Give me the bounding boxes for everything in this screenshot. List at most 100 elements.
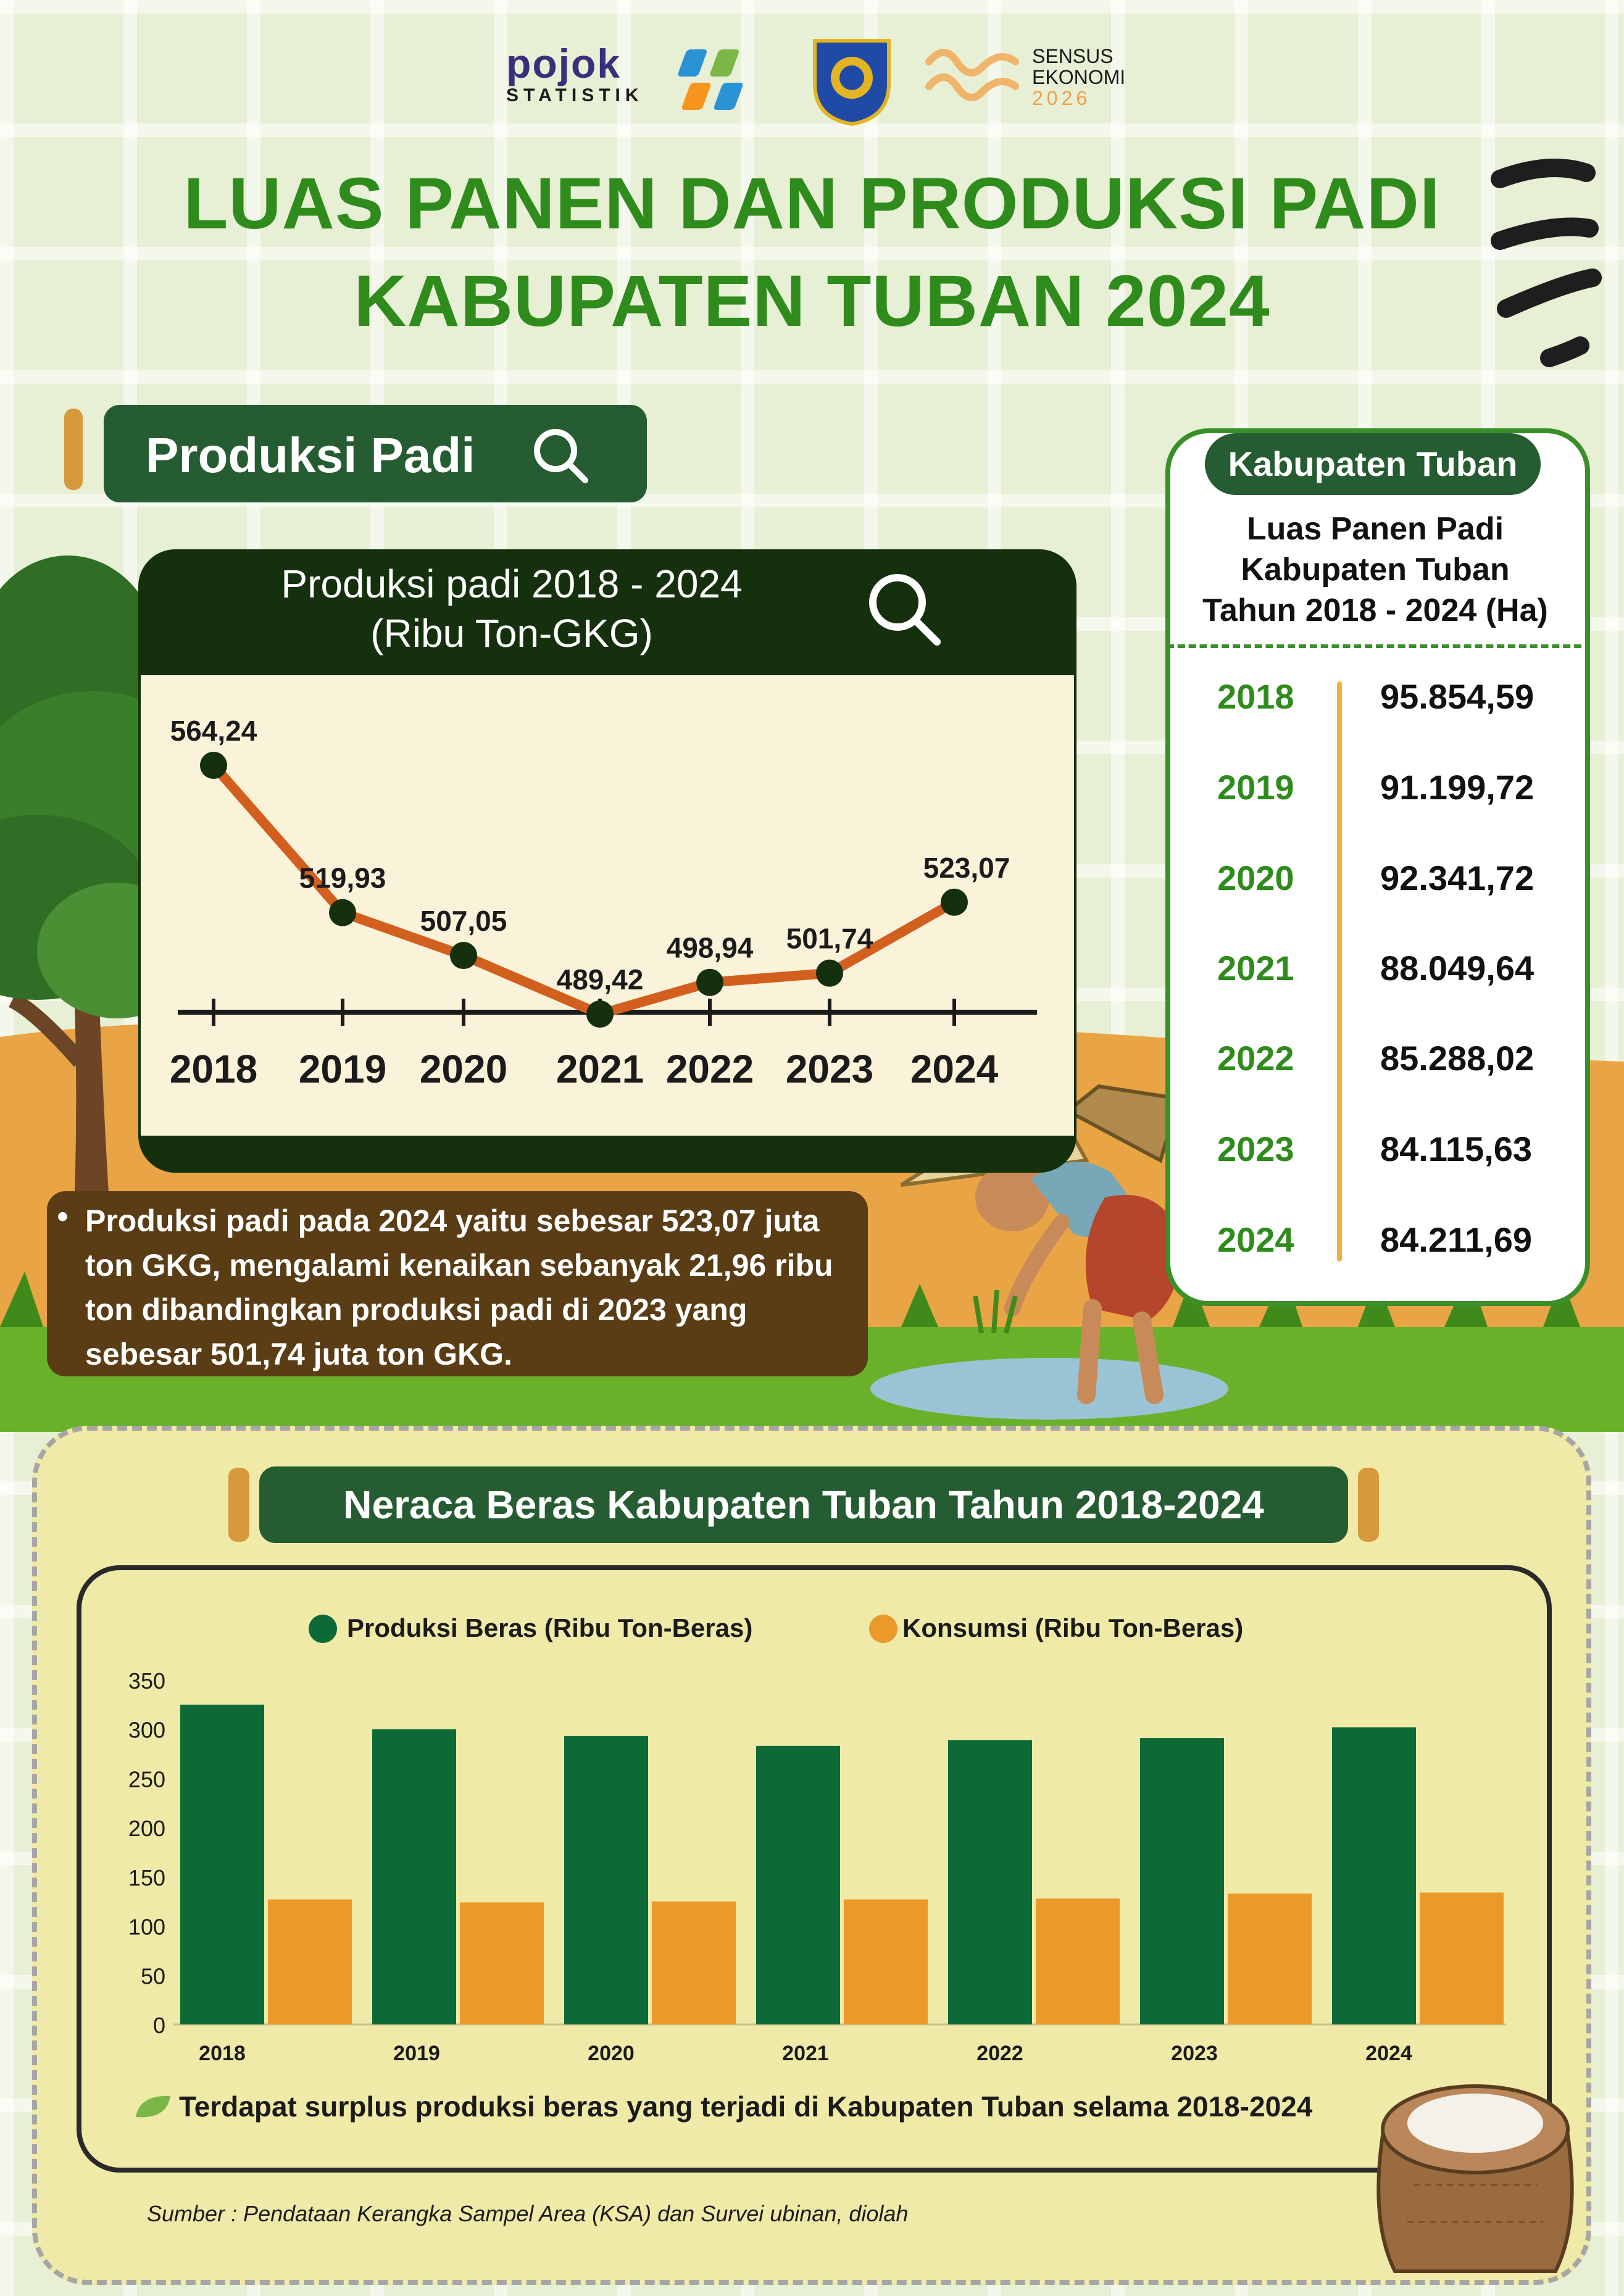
bar-konsumsi <box>1228 1893 1312 2024</box>
bar-konsumsi <box>844 1899 928 2024</box>
line-chart-title-line2: (Ribu Ton-GKG) <box>370 611 653 655</box>
data-label: 501,74 <box>786 923 873 955</box>
bar-konsumsi <box>1420 1892 1504 2024</box>
data-label: 507,05 <box>420 905 507 937</box>
data-label: 489,42 <box>557 963 644 996</box>
neraca-accent-left <box>228 1468 249 1542</box>
harvest-table-divider <box>1337 681 1342 1262</box>
table-year: 2018 <box>1217 677 1294 716</box>
x-tick-label: 2020 <box>588 2042 635 2065</box>
harvest-heading-divider <box>1167 644 1581 648</box>
neraca-accent-right <box>1358 1468 1379 1542</box>
note-line-1: Produksi padi pada 2024 yaitu sebesar 52… <box>85 1204 820 1238</box>
x-tick-label: 2020 <box>420 1047 507 1091</box>
table-year: 2019 <box>1217 768 1294 807</box>
statistik-text: STATISTIK <box>506 85 644 106</box>
bar-produksi <box>180 1704 264 2024</box>
pojok-text: pojok <box>506 41 621 86</box>
data-label: 519,93 <box>299 862 386 894</box>
data-label: 523,07 <box>923 852 1010 884</box>
source-note: Sumber : Pendataan Kerangka Sampel Area … <box>147 2201 909 2226</box>
harvest-area-heading: Luas Panen Padi Kabupaten Tuban Tahun 20… <box>1170 509 1580 631</box>
page-title-line1: LUAS PANEN DAN PRODUKSI PADI <box>183 163 1441 244</box>
data-point <box>200 752 227 779</box>
table-row: 2022 85.288,02 <box>1170 1038 1580 1088</box>
table-year: 2023 <box>1217 1129 1294 1168</box>
bar-konsumsi <box>1036 1898 1120 2024</box>
note-line-2: ton GKG, mengalami kenaikan sebanyak 21,… <box>85 1248 833 1283</box>
table-row: 2019 91.199,72 <box>1170 767 1580 817</box>
bar-produksi <box>756 1745 840 2024</box>
line-chart-title: Produksi padi 2018 - 2024 (Ribu Ton-GKG) <box>138 559 885 658</box>
data-point <box>586 1000 614 1028</box>
note-bullet: • <box>57 1198 69 1235</box>
data-point <box>816 959 843 987</box>
bar-produksi <box>564 1736 648 2024</box>
x-tick-label: 2022 <box>976 2042 1023 2065</box>
x-tick-label: 2021 <box>556 1047 644 1091</box>
data-label: 564,24 <box>170 715 257 747</box>
table-row: 2018 95.854,59 <box>1170 676 1580 726</box>
search-icon <box>534 429 588 483</box>
section-produksi-pill: Produksi Padi <box>104 405 647 502</box>
bar-produksi <box>1140 1738 1224 2024</box>
table-year: 2022 <box>1217 1039 1294 1078</box>
note-line-4: sebesar 501,74 juta ton GKG. <box>85 1337 512 1371</box>
data-point <box>329 899 356 926</box>
logo-pojok-statistik: pojok STATISTIK <box>506 42 654 116</box>
leaf-icon <box>136 2095 170 2118</box>
table-year: 2020 <box>1217 859 1294 897</box>
data-point <box>941 888 968 916</box>
bar-konsumsi <box>652 1901 736 2024</box>
sensus-line1: SENSUS <box>1032 45 1114 67</box>
legend-swatch-produksi <box>309 1615 337 1643</box>
bar-produksi <box>1332 1727 1416 2024</box>
table-row: 2023 84.115,63 <box>1170 1129 1580 1178</box>
sensus-line2: EKONOMI <box>1032 66 1126 88</box>
bar-chart: 0 50 100 150 200 250 300 350 2018 2019 2020 2021 202… <box>128 1668 1506 2065</box>
exclamation-decoration <box>1491 159 1602 367</box>
page-title-line2: KABUPATEN TUBAN 2024 <box>354 260 1270 342</box>
y-tick-label: 350 <box>128 1668 165 1694</box>
neraca-pill: Neraca Beras Kabupaten Tuban Tahun 2018-… <box>259 1466 1348 1543</box>
x-tick-label: 2023 <box>786 1047 873 1091</box>
sensus-line3: 2026 <box>1032 87 1091 109</box>
neraca-label: Neraca Beras Kabupaten Tuban Tahun 2018-… <box>343 1483 1264 1527</box>
bar-konsumsi <box>268 1899 352 2024</box>
bps-logo <box>678 49 743 110</box>
note-line-3: ton dibandingkan produksi padi di 2023 y… <box>85 1292 747 1327</box>
y-tick-label: 100 <box>128 1915 165 1940</box>
data-point <box>696 968 723 996</box>
sensus-ekonomi-logo <box>925 49 1019 101</box>
table-year: 2021 <box>1217 949 1294 988</box>
y-tick-label: 200 <box>128 1816 165 1841</box>
kabupaten-tuban-pill: Kabupaten Tuban <box>1205 433 1541 495</box>
table-value: 84.115,63 <box>1380 1129 1533 1168</box>
data-label: 498,94 <box>667 932 754 964</box>
x-tick-label: 2021 <box>782 2042 829 2065</box>
line-chart-title-line1: Produksi padi 2018 - 2024 <box>281 562 743 606</box>
x-tick-label: 2022 <box>666 1047 754 1091</box>
harvest-heading-line3: Tahun 2018 - 2024 (Ha) <box>1202 593 1548 628</box>
y-tick-label: 0 <box>153 2013 165 2038</box>
legend-label-produksi: Produksi Beras (Ribu Ton-Beras) <box>347 1613 753 1642</box>
table-value: 88.049,64 <box>1380 949 1534 988</box>
harvest-heading-line1: Luas Panen Padi <box>1246 511 1504 547</box>
y-tick-label: 300 <box>128 1718 165 1743</box>
sensus-ekonomi-text: SENSUS EKONOMI 2026 <box>1032 46 1125 109</box>
kabupaten-emblem <box>813 39 891 127</box>
line-chart: 2018 564,24 2019 519,93 2020 507,05 2021 489,42… <box>170 715 1037 1091</box>
x-tick-label: 2018 <box>170 1047 257 1091</box>
x-tick-label: 2024 <box>1365 2042 1412 2065</box>
kabupaten-tuban-label: Kabupaten Tuban <box>1228 444 1518 483</box>
table-value: 92.341,72 <box>1380 859 1534 897</box>
bar-legend: Produksi Beras (Ribu Ton-Beras) Konsumsi… <box>309 1611 1358 1648</box>
section-produksi-label: Produksi Padi <box>146 428 475 483</box>
table-row: 2024 84.211,69 <box>1170 1220 1580 1269</box>
table-value: 95.854,59 <box>1380 677 1534 716</box>
production-note: • Produksi padi pada 2024 yaitu sebesar … <box>47 1191 868 1376</box>
data-point <box>450 942 477 970</box>
y-tick-label: 250 <box>128 1766 165 1792</box>
harvest-heading-line2: Kabupaten Tuban <box>1241 552 1510 588</box>
x-tick-label: 2019 <box>299 1047 386 1091</box>
